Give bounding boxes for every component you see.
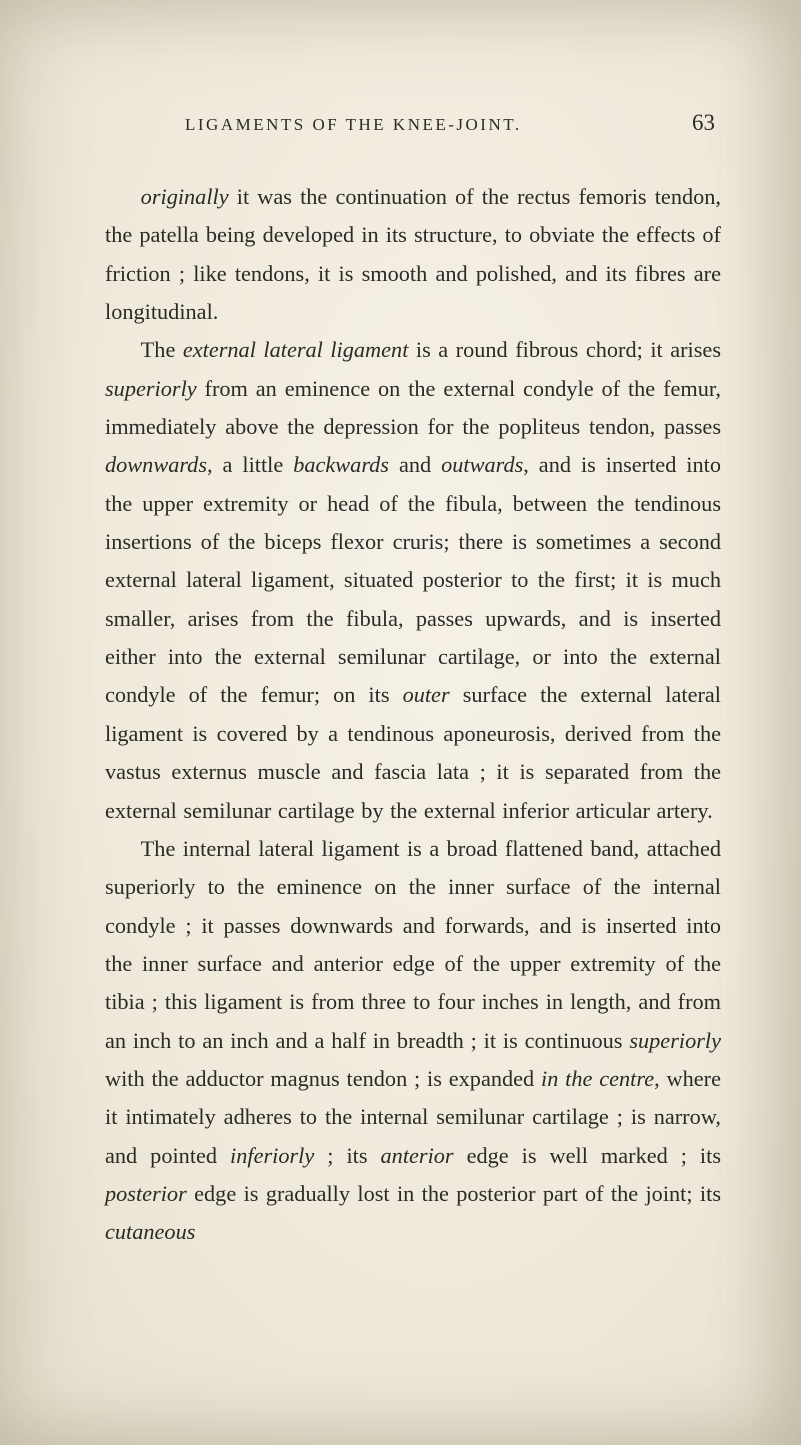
text-run: The internal lateral ligament is a broad… [105,836,721,1053]
text-run: edge is gra­dually lost in the posterior… [187,1181,721,1206]
running-head: LIGAMENTS OF THE KNEE-JOINT. 63 [105,110,721,136]
body-text: originally it was the continuation of th… [105,178,721,1252]
italic-word: cutaneous [105,1219,195,1244]
italic-phrase: external lateral ligament [183,337,409,362]
text-run: is a round fibrous chord; it arises [408,337,721,362]
italic-word: outer [403,682,450,707]
text-run: edge is well marked ; its [454,1143,721,1168]
italic-word: outwards [441,452,523,477]
italic-word: back­wards [293,452,389,477]
italic-word: superiorly [105,376,197,401]
italic-word: downwards [105,452,207,477]
running-title: LIGAMENTS OF THE KNEE-JOINT. [111,115,522,135]
italic-word: superiorly [629,1028,721,1053]
italic-word: anterior [381,1143,454,1168]
paragraph-3: The internal lateral ligament is a broad… [105,830,721,1252]
paragraph-1: originally it was the continuation of th… [105,178,721,331]
text-run: The [141,337,183,362]
paragraph-2: The external lateral ligament is a round… [105,331,721,829]
text-run: with the adductor magnus tendon ; is exp… [105,1066,541,1091]
scanned-page: LIGAMENTS OF THE KNEE-JOINT. 63 original… [0,0,801,1445]
text-run: ; its [314,1143,380,1168]
text-run: and [389,452,441,477]
text-run: , a little [207,452,293,477]
text-run: , and is inserted into the upper extremi… [105,452,721,707]
text-run: from an eminence on the external condyle… [105,376,721,439]
italic-word: originally [141,184,229,209]
italic-word: inferiorly [230,1143,314,1168]
page-number: 63 [692,110,715,136]
italic-phrase: in the centre [541,1066,654,1091]
italic-word: posterior [105,1181,187,1206]
